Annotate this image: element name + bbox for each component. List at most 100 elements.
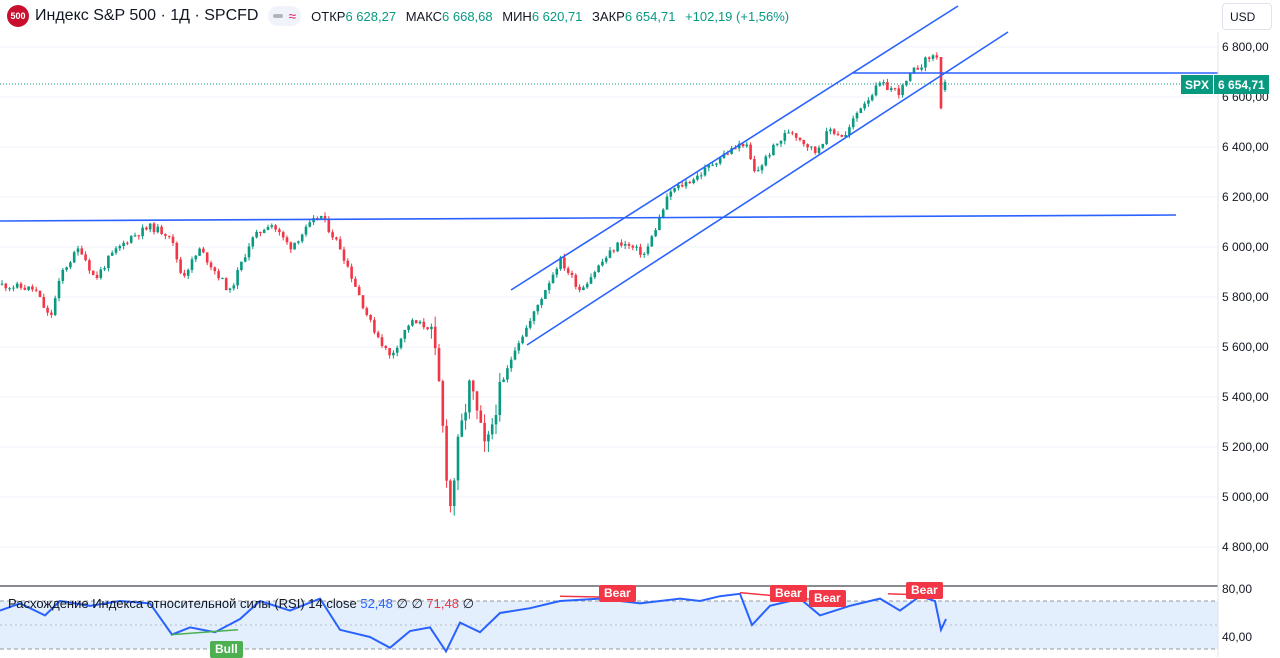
candle-body xyxy=(190,259,194,270)
rsi-legend[interactable]: Расхождение Индекса относительной силы (… xyxy=(8,596,474,612)
currency-select[interactable]: USD xyxy=(1222,3,1272,30)
close-value: 6 654,71 xyxy=(624,8,676,24)
candle-body xyxy=(460,420,464,437)
candle-body xyxy=(84,254,87,261)
candle-body xyxy=(832,129,836,134)
candle-body xyxy=(274,225,277,230)
candle-body xyxy=(15,283,19,288)
candle-body xyxy=(433,326,437,349)
candle-body xyxy=(597,265,600,273)
candle-body xyxy=(110,252,114,256)
candle-body xyxy=(601,261,604,266)
candle-body xyxy=(76,248,80,253)
candle-body xyxy=(540,298,543,306)
candle-body xyxy=(756,170,760,172)
candle-body xyxy=(699,175,703,177)
candle-body xyxy=(863,103,866,109)
price-tick-label: 5 600,00 xyxy=(1222,340,1269,354)
candle-body xyxy=(464,412,467,421)
candle-body xyxy=(46,307,49,313)
candle-body xyxy=(658,217,661,231)
candle-body xyxy=(122,242,125,247)
candle-body xyxy=(794,133,798,138)
candle-body xyxy=(376,332,380,338)
change-value: +102,19 (+1,56%) xyxy=(685,8,790,24)
candle-body xyxy=(126,242,129,244)
compare-toggle[interactable]: ≈ xyxy=(268,6,302,26)
candle-body xyxy=(175,242,179,260)
close-label: ЗАКР xyxy=(592,8,625,24)
candle-body xyxy=(855,112,859,119)
candle-body xyxy=(570,272,574,276)
low-label: МИН xyxy=(502,8,532,24)
candle-body xyxy=(521,336,524,344)
candle-body xyxy=(867,100,870,104)
symbol-title[interactable]: Индекс S&P 500 · 1Д · SPCFD xyxy=(35,7,259,24)
rsi-line xyxy=(0,592,947,654)
candle-body xyxy=(285,237,289,243)
candle-body xyxy=(479,410,483,423)
candle-body xyxy=(365,308,369,316)
price-axis-bg xyxy=(1218,32,1280,587)
candle-body xyxy=(646,246,650,254)
candle-body xyxy=(38,290,42,297)
candle-body xyxy=(513,350,517,360)
candle-body xyxy=(338,239,342,250)
candle-body xyxy=(468,380,471,413)
candle-body xyxy=(608,250,612,258)
candle-body xyxy=(183,272,186,276)
candle-body xyxy=(293,242,296,250)
candle-body xyxy=(281,232,285,238)
candle-body xyxy=(821,144,825,148)
candle-body xyxy=(920,67,923,70)
candle-body xyxy=(0,283,4,285)
candle-body xyxy=(582,287,585,291)
candle-body xyxy=(103,268,106,270)
channel-upper-line xyxy=(510,5,959,291)
candle-body xyxy=(627,243,631,246)
candle-body xyxy=(350,266,353,279)
badge-symbol: SPX xyxy=(1181,75,1215,94)
candle-body xyxy=(72,252,76,263)
candle-body xyxy=(437,348,441,382)
candle-body xyxy=(422,321,426,328)
candle-body xyxy=(935,55,939,58)
minus-icon xyxy=(273,14,284,18)
approx-icon: ≈ xyxy=(288,8,297,24)
candle-body xyxy=(373,319,376,333)
candle-body xyxy=(692,179,695,184)
candle-body xyxy=(585,283,589,288)
candle-body xyxy=(361,295,365,309)
badge-price: 6 654,71 xyxy=(1214,75,1269,94)
candle-body xyxy=(380,337,384,346)
candle-body xyxy=(772,144,775,156)
candle-body xyxy=(445,425,448,481)
rsi-axis-bg xyxy=(1219,587,1280,657)
candle-body xyxy=(696,175,699,180)
candle-body xyxy=(205,252,209,263)
candle-body xyxy=(19,283,23,288)
candlestick-series xyxy=(0,52,947,516)
candle-body xyxy=(604,257,608,262)
rsi-pane xyxy=(0,585,1280,654)
candle-body xyxy=(589,277,593,284)
candle-body xyxy=(289,242,293,250)
candle-body xyxy=(574,275,578,287)
candle-body xyxy=(129,236,133,243)
candle-body xyxy=(323,215,327,219)
candle-body xyxy=(209,262,213,268)
last-price-badge: SPX 6 654,71 xyxy=(1181,75,1269,94)
candle-body xyxy=(848,127,851,135)
candle-body xyxy=(133,235,137,237)
candle-body xyxy=(791,132,794,134)
candle-body xyxy=(768,155,771,157)
rsi-value-2: 71,48 xyxy=(426,596,459,611)
candle-body xyxy=(506,368,509,380)
bull-divergence-tag: Bull xyxy=(210,641,243,658)
candle-body xyxy=(156,226,160,233)
candle-body xyxy=(395,347,399,353)
candle-body xyxy=(707,165,711,168)
price-tick-label: 5 800,00 xyxy=(1222,290,1269,304)
candle-body xyxy=(327,218,331,233)
